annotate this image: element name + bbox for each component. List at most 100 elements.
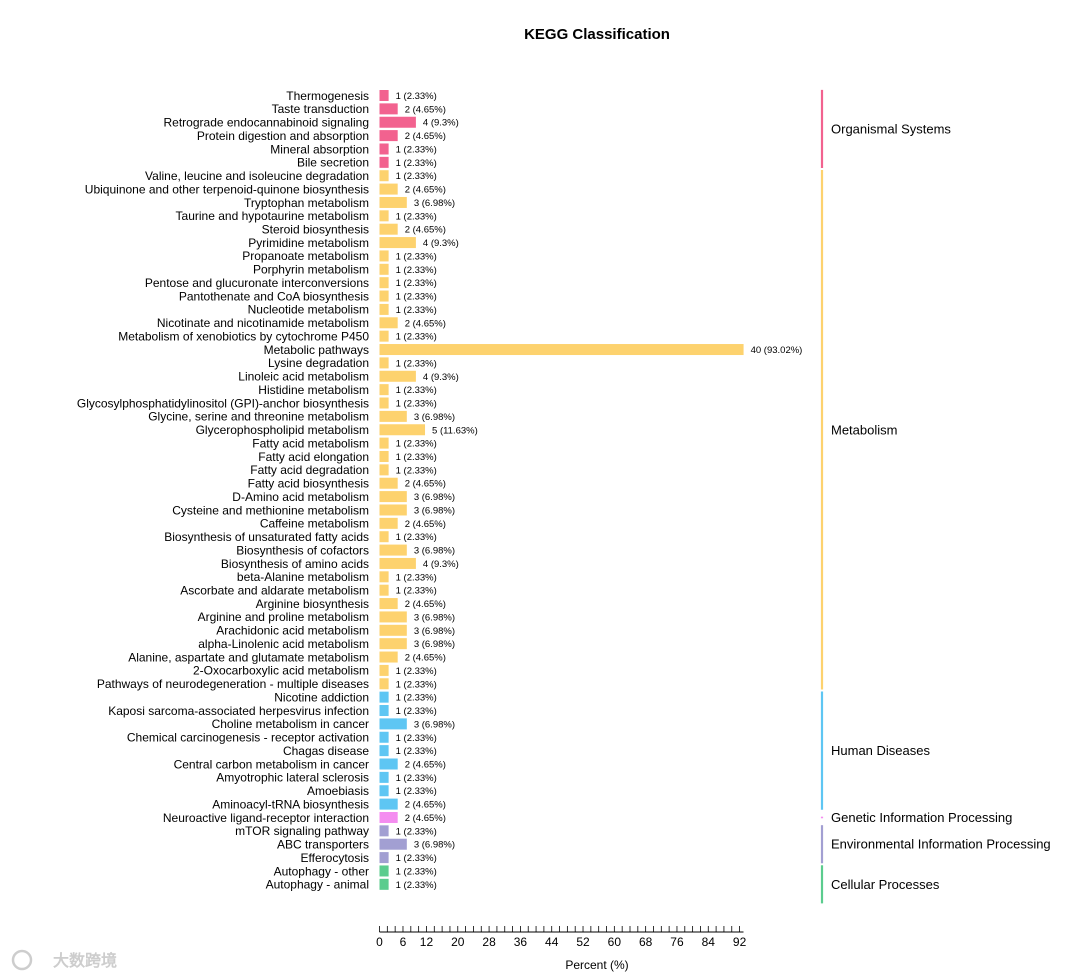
data-label: 3 (6.98%) — [414, 505, 455, 516]
category-label: Pathways of neurodegeneration - multiple… — [97, 677, 369, 691]
category-label: Tryptophan metabolism — [244, 196, 369, 210]
bar — [379, 437, 389, 449]
data-label: 4 (9.3%) — [423, 372, 459, 383]
data-label: 1 (2.33%) — [396, 746, 437, 757]
group-label: Metabolism — [831, 422, 897, 437]
data-label: 1 (2.33%) — [396, 332, 437, 343]
category-label: Valine, leucine and isoleucine degradati… — [145, 169, 369, 183]
bar — [379, 624, 407, 636]
watermark-logo-icon — [11, 949, 33, 971]
data-label: 3 (6.98%) — [414, 612, 455, 623]
data-label: 1 (2.33%) — [396, 91, 437, 102]
data-label: 2 (4.65%) — [405, 760, 446, 771]
category-label: Caffeine metabolism — [260, 517, 369, 531]
data-label: 3 (6.98%) — [414, 198, 455, 209]
bar — [379, 330, 389, 342]
category-label: Porphyrin metabolism — [253, 263, 369, 277]
group-label: Organismal Systems — [831, 121, 951, 136]
bar — [379, 170, 389, 182]
category-label: Biosynthesis of amino acids — [221, 557, 369, 571]
data-label: 1 (2.33%) — [396, 399, 437, 410]
data-label: 1 (2.33%) — [396, 211, 437, 222]
bar — [379, 183, 398, 195]
data-label: 1 (2.33%) — [396, 706, 437, 717]
bar — [379, 745, 389, 757]
bar — [379, 103, 398, 115]
category-label: Arginine and proline metabolism — [198, 610, 369, 624]
data-label: 3 (6.98%) — [414, 639, 455, 650]
bar — [379, 557, 416, 569]
category-label: Fatty acid degradation — [250, 463, 369, 477]
category-label: Amoebiasis — [307, 784, 369, 798]
category-label: Retrograde endocannabinoid signaling — [164, 116, 370, 130]
bar — [379, 370, 416, 382]
x-tick-label: 68 — [639, 935, 653, 949]
data-label: 1 (2.33%) — [396, 358, 437, 369]
category-label: Arachidonic acid metabolism — [216, 624, 369, 638]
bar — [379, 290, 389, 302]
category-label: Pyrimidine metabolism — [248, 236, 369, 250]
data-label: 1 (2.33%) — [396, 586, 437, 597]
x-tick-label: 44 — [545, 935, 559, 949]
bar — [379, 865, 389, 877]
category-label: Lysine degradation — [268, 356, 369, 370]
bar — [379, 90, 389, 101]
category-label: Mineral absorption — [270, 142, 369, 156]
bar — [379, 317, 398, 329]
category-label: Chemical carcinogenesis - receptor activ… — [127, 731, 369, 745]
bar — [379, 277, 389, 289]
bar — [379, 678, 389, 690]
bar — [379, 852, 389, 864]
data-label: 2 (4.65%) — [405, 479, 446, 490]
bar — [379, 477, 398, 489]
x-tick-label: 76 — [670, 935, 684, 949]
data-label: 5 (11.63%) — [432, 425, 478, 436]
bar — [379, 517, 398, 529]
bar — [379, 811, 398, 823]
category-label: D-Amino acid metabolism — [232, 490, 369, 504]
data-label: 1 (2.33%) — [396, 278, 437, 289]
category-label: Taste transduction — [272, 102, 369, 116]
category-label: Nucleotide metabolism — [248, 303, 369, 317]
data-label: 1 (2.33%) — [396, 385, 437, 396]
bar — [379, 798, 398, 810]
data-label: 1 (2.33%) — [396, 880, 437, 891]
data-label: 2 (4.65%) — [405, 225, 446, 236]
bar — [379, 584, 389, 596]
x-tick-label: 28 — [482, 935, 496, 949]
data-label: 40 (93.02%) — [751, 345, 803, 356]
data-label: 1 (2.33%) — [396, 733, 437, 744]
category-label: Central carbon metabolism in cancer — [174, 757, 369, 771]
data-label: 4 (9.3%) — [423, 238, 459, 249]
category-label: Propanoate metabolism — [242, 249, 369, 263]
bar — [379, 384, 389, 396]
bar — [379, 611, 407, 623]
bar — [379, 664, 389, 676]
data-label: 1 (2.33%) — [396, 465, 437, 476]
group-brackets-layer: Organismal Systems Metabolism Human Diseas… — [820, 89, 1051, 904]
category-label: Nicotine addiction — [274, 690, 369, 704]
data-label: 3 (6.98%) — [414, 412, 455, 423]
data-label: 2 (4.65%) — [405, 104, 446, 115]
bar — [379, 598, 398, 610]
bar — [379, 504, 407, 516]
data-label: 1 (2.33%) — [396, 826, 437, 837]
data-label: 3 (6.98%) — [414, 492, 455, 503]
bar — [379, 263, 389, 275]
x-tick-label: 52 — [576, 935, 590, 949]
category-label: Choline metabolism in cancer — [212, 717, 369, 731]
bar — [379, 464, 389, 476]
data-label: 1 (2.33%) — [396, 144, 437, 155]
category-label: Efferocytosis — [301, 851, 369, 865]
data-label: 1 (2.33%) — [396, 773, 437, 784]
x-tick-label: 84 — [702, 935, 716, 949]
data-label: 4 (9.3%) — [423, 118, 459, 129]
category-label: Taurine and hypotaurine metabolism — [176, 209, 369, 223]
category-label: Histidine metabolism — [258, 383, 369, 397]
bar — [379, 344, 744, 356]
category-label: Pentose and glucuronate interconversions — [145, 276, 369, 290]
bar — [379, 424, 426, 436]
data-label: 1 (2.33%) — [396, 666, 437, 677]
category-label: ABC transporters — [277, 838, 369, 852]
